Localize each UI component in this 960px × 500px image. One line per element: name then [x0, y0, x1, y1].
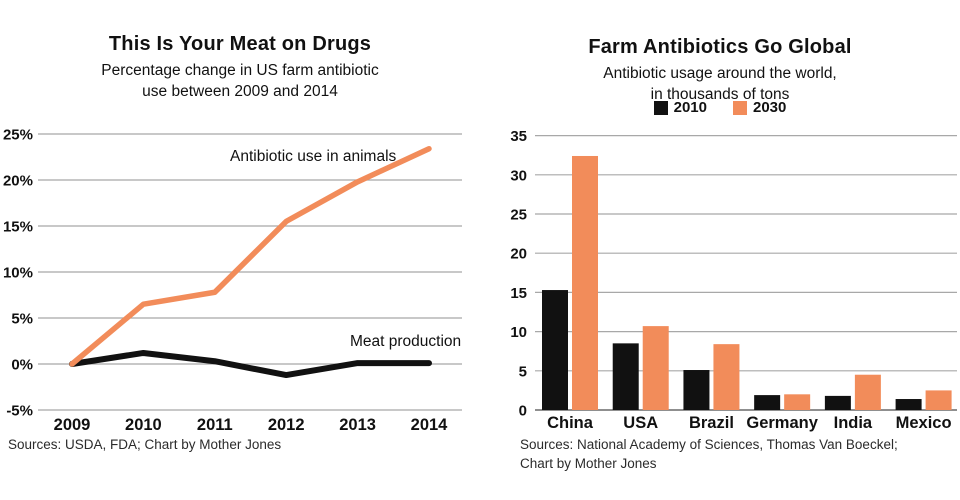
left-chart-plot: 25% 20% 15% 10% 5% 0% -5% 2009 2010 2011 2012 2013 2…	[3, 127, 462, 434]
x-axis-category-label: China	[547, 414, 594, 432]
line-antibiotic-use-in-animals	[69, 145, 432, 367]
legend-label-2030: 2030	[753, 99, 787, 116]
left-chart-subtitle-line2: use between 2009 and 2014	[142, 83, 338, 100]
left-chart-title: This Is Your Meat on Drugs	[108, 33, 372, 55]
legend-swatch-2010-icon	[653, 100, 668, 115]
bar-2010-brazil	[683, 370, 710, 410]
bar-2030-mexico	[925, 390, 952, 410]
right-chart-plot: 0 5 10 15 20 25 30 35 China USA Brazil Germany India…	[510, 128, 957, 432]
legend-item-2010: 2010	[653, 99, 707, 116]
line-meat-production	[69, 349, 432, 379]
y-axis-tick-label: 10	[510, 324, 527, 341]
right-chart-title: Farm Antibiotics Go Global	[588, 36, 852, 58]
x-axis-tick-label: 2009	[54, 416, 91, 434]
x-axis-category-label: Mexico	[896, 414, 952, 432]
left-chart-source: Sources: USDA, FDA; Chart by Mother Jone…	[8, 437, 282, 452]
right-chart-source: Sources: National Academy of Sciences, T…	[520, 436, 898, 473]
bar-2030-usa	[642, 326, 669, 410]
y-axis-tick-label: -5%	[6, 403, 33, 420]
legend-label-2010: 2010	[673, 99, 707, 116]
y-axis-tick-label: 20	[510, 246, 527, 263]
y-axis-tick-label: 10%	[3, 265, 33, 282]
left-chart-subtitle-line1: Percentage change in US farm antibiotic	[101, 62, 379, 79]
right-chart: Farm Antibiotics Go Global Antibiotic us…	[480, 0, 960, 500]
right-chart-subtitle: Antibiotic usage around the world, in th…	[480, 63, 960, 105]
y-axis-tick-label: 5	[519, 363, 527, 380]
series-label: Antibiotic use in animals	[230, 148, 397, 165]
right-chart-subtitle-line1: Antibiotic usage around the world,	[603, 65, 837, 82]
x-axis-tick-label: 2013	[339, 416, 376, 434]
y-axis-tick-label: 25%	[3, 127, 33, 144]
y-axis-tick-label: 15%	[3, 219, 33, 236]
y-axis-tick-label: 0	[519, 403, 527, 420]
x-axis-tick-label: 2011	[197, 416, 233, 434]
y-axis-tick-label: 15	[510, 285, 527, 302]
bar-2010-germany	[754, 395, 781, 410]
right-chart-legend: 2010 2030	[480, 99, 960, 116]
y-axis-tick-label: 30	[510, 167, 527, 184]
y-axis-tick-label: 35	[510, 128, 527, 145]
series-label: Meat production	[350, 333, 461, 350]
bar-2030-brazil	[713, 344, 740, 410]
left-chart: This Is Your Meat on Drugs Percentage ch…	[0, 33, 480, 452]
left-chart-subtitle: Percentage change in US farm antibiotic …	[0, 60, 480, 102]
right-chart-source-line1: Sources: National Academy of Sciences, T…	[520, 437, 898, 452]
bar-2010-india	[824, 395, 851, 410]
bar-2030-india	[854, 374, 881, 410]
legend-swatch-2030-icon	[733, 100, 747, 115]
y-axis-tick-label: 20%	[3, 173, 33, 190]
y-axis-tick-label: 0%	[11, 357, 33, 374]
legend-item-2030: 2030	[733, 99, 786, 116]
x-axis-tick-label: 2010	[125, 416, 162, 434]
bar-2030-china	[572, 155, 598, 410]
x-axis-category-label: Germany	[746, 414, 818, 432]
y-axis-tick-label: 5%	[11, 311, 33, 328]
x-axis-category-label: USA	[623, 414, 658, 432]
x-axis-category-label: Brazil	[689, 414, 734, 432]
right-chart-subtitle-line2: in thousands of tons	[650, 86, 790, 103]
x-axis-category-label: India	[834, 414, 873, 432]
bar-2030-germany	[784, 394, 811, 410]
bar-2010-china	[542, 290, 568, 410]
right-chart-source-line2: Chart by Mother Jones	[520, 455, 657, 471]
bar-2010-usa	[612, 343, 639, 410]
x-axis-tick-label: 2014	[411, 416, 449, 434]
x-axis-tick-label: 2012	[268, 416, 305, 434]
bar-2010-mexico	[895, 399, 922, 410]
y-axis-tick-label: 25	[510, 207, 527, 224]
